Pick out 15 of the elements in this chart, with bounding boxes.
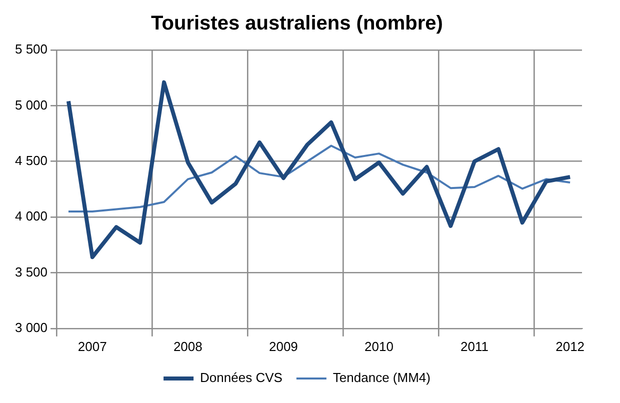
- y-tick-label: 3 500: [14, 264, 48, 280]
- y-tick-label: 5 000: [14, 97, 48, 112]
- y-tick-label: 3 000: [14, 320, 48, 335]
- legend-label: Tendance (MM4): [332, 370, 430, 386]
- chart-title: Touristes australiens (nombre): [151, 12, 443, 35]
- y-tick-label: 5 500: [14, 42, 48, 57]
- x-tick-label: 2011: [460, 338, 488, 354]
- x-tick-label: 2012: [556, 338, 585, 354]
- x-tick-label: 2008: [173, 338, 202, 354]
- x-tick-label: 2009: [268, 338, 298, 354]
- y-tick-label: 4 500: [14, 152, 48, 168]
- x-tick-label: 2007: [78, 338, 107, 354]
- legend-label: Données CVS: [200, 370, 283, 386]
- y-tick-label: 4 000: [14, 208, 48, 224]
- x-tick-label: 2010: [364, 338, 394, 354]
